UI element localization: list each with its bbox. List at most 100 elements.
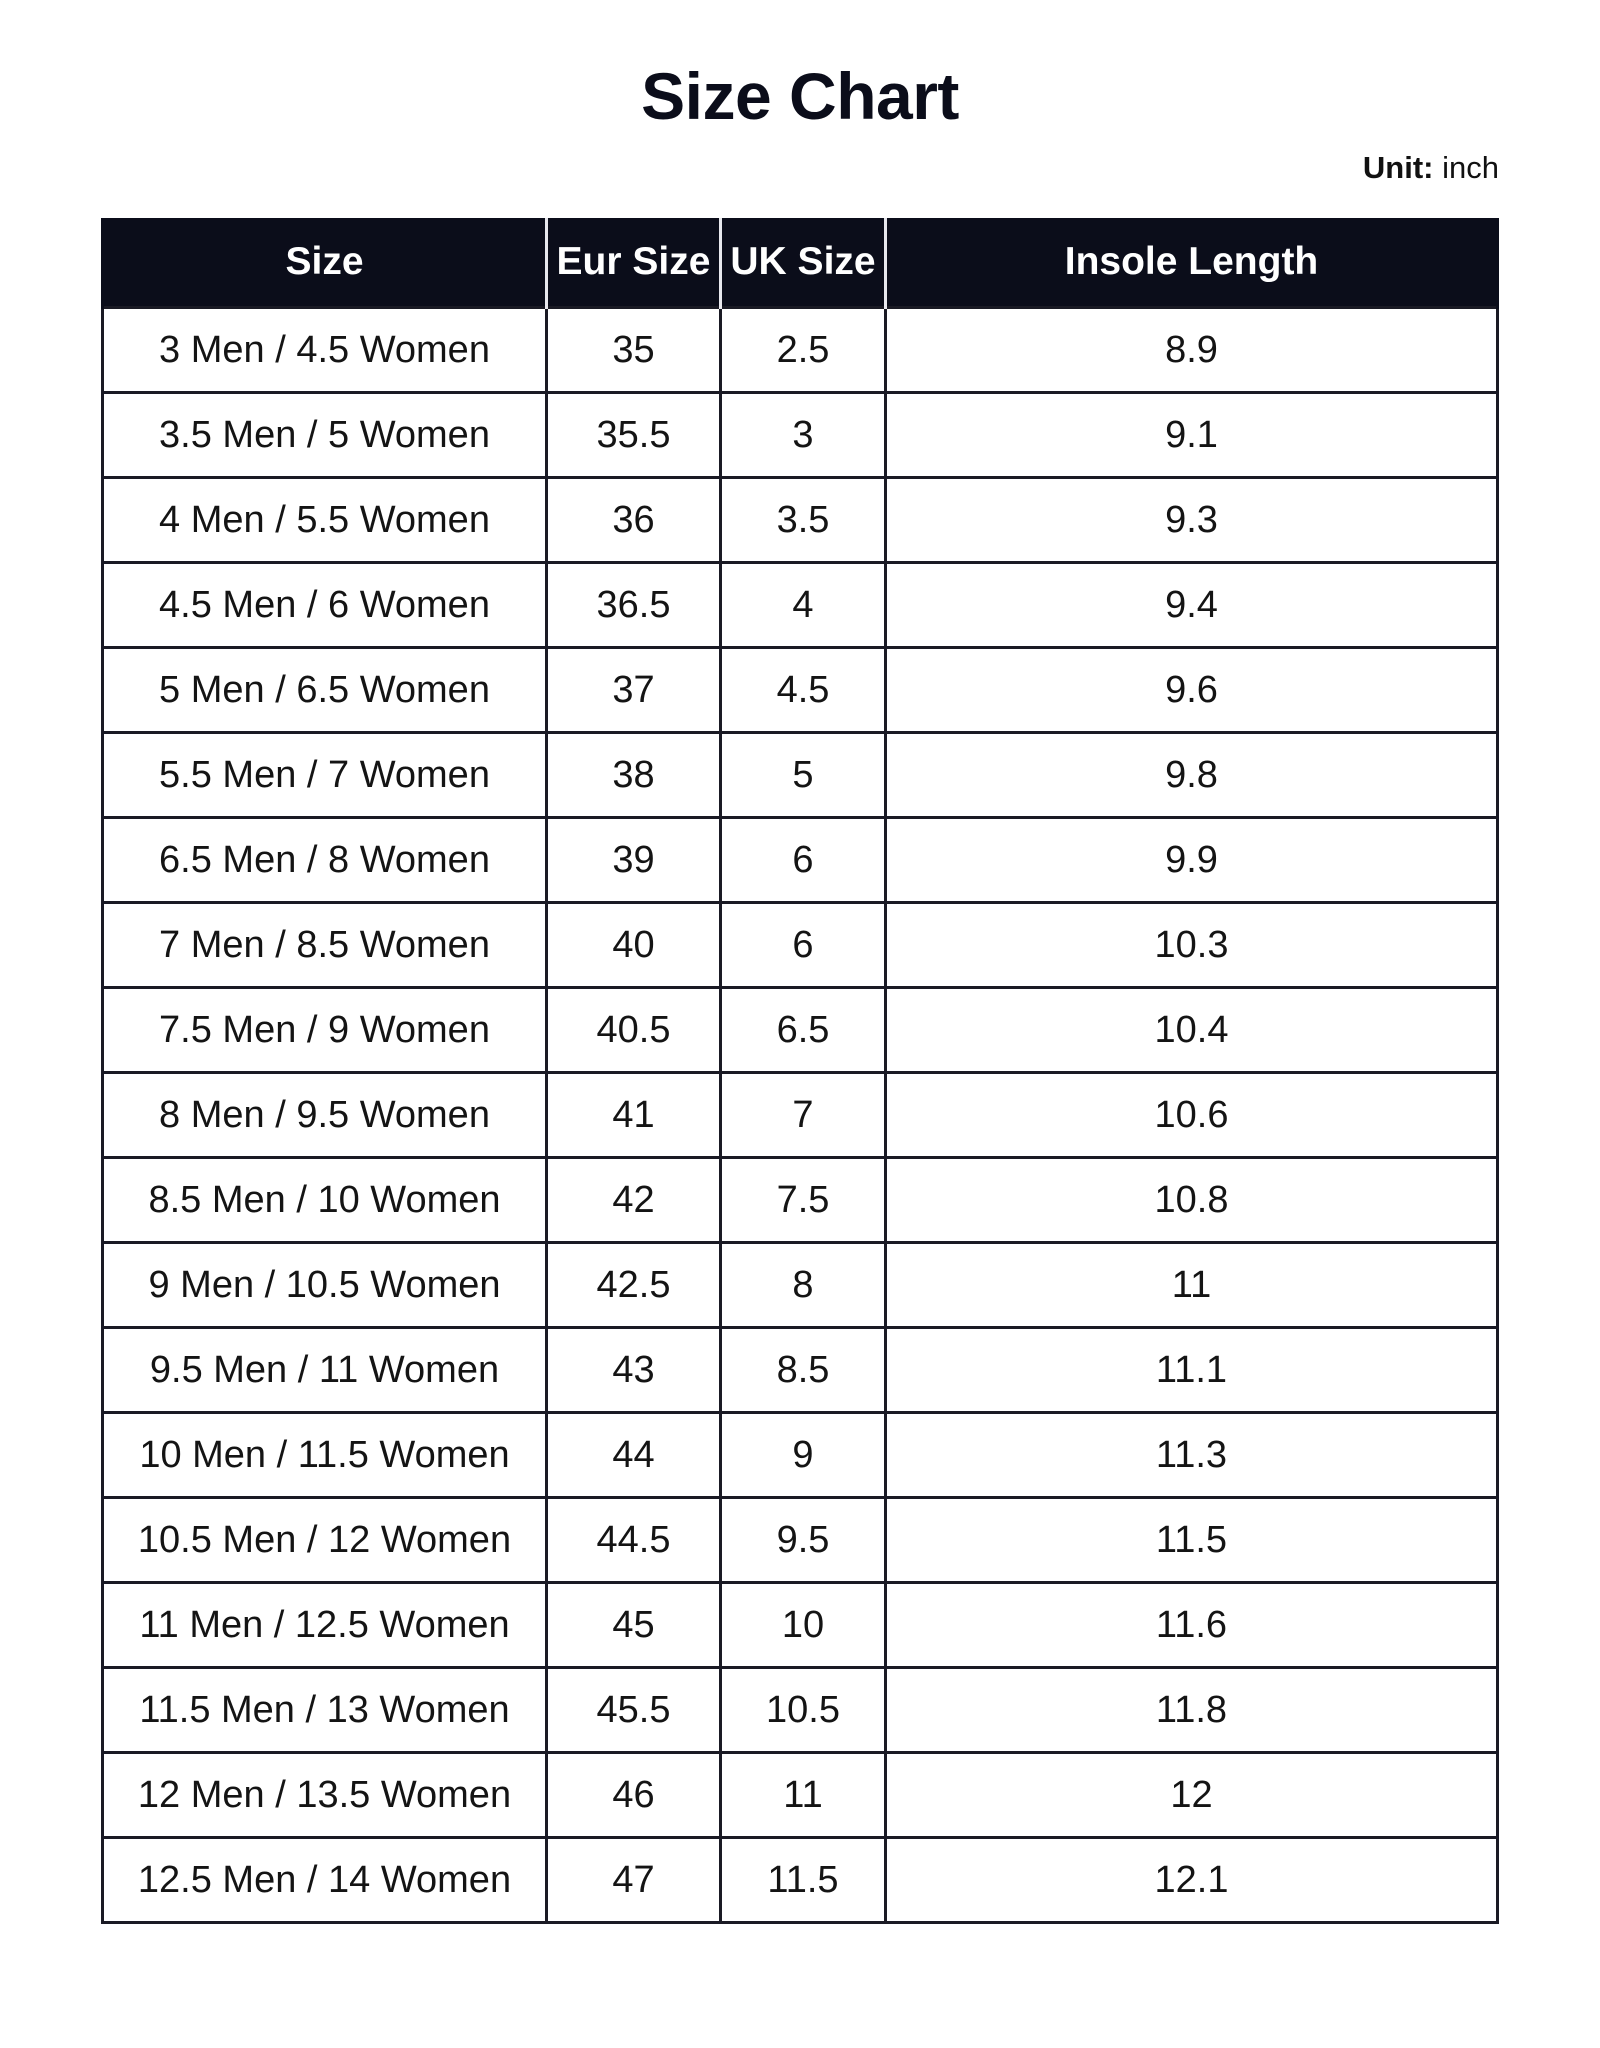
cell-insole-length: 10.3	[884, 901, 1499, 989]
table-row: 10.5 Men / 12 Women 44.5 9.5 11.5	[101, 1496, 1499, 1584]
cell-uk-size: 11	[719, 1751, 887, 1839]
unit-value: inch	[1442, 150, 1499, 185]
cell-uk-size: 9	[719, 1411, 887, 1499]
cell-insole-length: 10.4	[884, 986, 1499, 1074]
table-row: 8.5 Men / 10 Women 42 7.5 10.8	[101, 1156, 1499, 1244]
column-header-size: Size	[101, 218, 547, 308]
page-title: Size Chart	[641, 59, 959, 133]
cell-uk-size: 7.5	[719, 1156, 887, 1244]
table-row: 4 Men / 5.5 Women 36 3.5 9.3	[101, 476, 1499, 564]
cell-size: 11.5 Men / 13 Women	[101, 1666, 548, 1754]
cell-eur-size: 36.5	[545, 561, 722, 649]
cell-size: 3.5 Men / 5 Women	[101, 391, 548, 479]
cell-eur-size: 43	[545, 1326, 722, 1414]
cell-uk-size: 3	[719, 391, 887, 479]
cell-eur-size: 35	[545, 306, 722, 394]
cell-uk-size: 9.5	[719, 1496, 887, 1584]
cell-size: 9 Men / 10.5 Women	[101, 1241, 548, 1329]
cell-size: 10 Men / 11.5 Women	[101, 1411, 548, 1499]
cell-insole-length: 11.6	[884, 1581, 1499, 1669]
table-row: 5.5 Men / 7 Women 38 5 9.8	[101, 731, 1499, 819]
table-row: 11.5 Men / 13 Women 45.5 10.5 11.8	[101, 1666, 1499, 1754]
table-row: 7.5 Men / 9 Women 40.5 6.5 10.4	[101, 986, 1499, 1074]
cell-eur-size: 40	[545, 901, 722, 989]
cell-eur-size: 44.5	[545, 1496, 722, 1584]
cell-insole-length: 9.6	[884, 646, 1499, 734]
cell-insole-length: 11.5	[884, 1496, 1499, 1584]
column-header-insole-length: Insole Length	[884, 218, 1499, 308]
cell-insole-length: 11.1	[884, 1326, 1499, 1414]
cell-insole-length: 10.8	[884, 1156, 1499, 1244]
table-row: 3 Men / 4.5 Women 35 2.5 8.9	[101, 306, 1499, 394]
cell-insole-length: 9.3	[884, 476, 1499, 564]
table-row: 4.5 Men / 6 Women 36.5 4 9.4	[101, 561, 1499, 649]
cell-uk-size: 4	[719, 561, 887, 649]
cell-insole-length: 9.4	[884, 561, 1499, 649]
cell-size: 6.5 Men / 8 Women	[101, 816, 548, 904]
cell-eur-size: 39	[545, 816, 722, 904]
size-chart-table: Size Eur Size UK Size Insole Length 3 Men /…	[101, 218, 1499, 1924]
table-row: 12 Men / 13.5 Women 46 11 12	[101, 1751, 1499, 1839]
cell-size: 4.5 Men / 6 Women	[101, 561, 548, 649]
cell-size: 11 Men / 12.5 Women	[101, 1581, 548, 1669]
cell-insole-length: 9.9	[884, 816, 1499, 904]
cell-uk-size: 6	[719, 816, 887, 904]
cell-insole-length: 12.1	[884, 1836, 1499, 1924]
table-row: 9 Men / 10.5 Women 42.5 8 11	[101, 1241, 1499, 1329]
cell-insole-length: 8.9	[884, 306, 1499, 394]
cell-uk-size: 5	[719, 731, 887, 819]
cell-size: 8.5 Men / 10 Women	[101, 1156, 548, 1244]
cell-uk-size: 10.5	[719, 1666, 887, 1754]
cell-size: 12.5 Men / 14 Women	[101, 1836, 548, 1924]
cell-insole-length: 11.8	[884, 1666, 1499, 1754]
table-header-row: Size Eur Size UK Size Insole Length	[101, 218, 1499, 308]
cell-uk-size: 7	[719, 1071, 887, 1159]
cell-uk-size: 2.5	[719, 306, 887, 394]
unit-note: Unit: inch	[1363, 150, 1499, 186]
table-row: 9.5 Men / 11 Women 43 8.5 11.1	[101, 1326, 1499, 1414]
cell-uk-size: 3.5	[719, 476, 887, 564]
cell-eur-size: 40.5	[545, 986, 722, 1074]
cell-insole-length: 12	[884, 1751, 1499, 1839]
cell-eur-size: 42.5	[545, 1241, 722, 1329]
table-row: 8 Men / 9.5 Women 41 7 10.6	[101, 1071, 1499, 1159]
column-header-eur-size: Eur Size	[545, 218, 721, 308]
table-row: 3.5 Men / 5 Women 35.5 3 9.1	[101, 391, 1499, 479]
cell-eur-size: 38	[545, 731, 722, 819]
cell-insole-length: 10.6	[884, 1071, 1499, 1159]
cell-uk-size: 11.5	[719, 1836, 887, 1924]
cell-uk-size: 6	[719, 901, 887, 989]
cell-insole-length: 9.1	[884, 391, 1499, 479]
table-row: 10 Men / 11.5 Women 44 9 11.3	[101, 1411, 1499, 1499]
table-row: 5 Men / 6.5 Women 37 4.5 9.6	[101, 646, 1499, 734]
cell-insole-length: 11	[884, 1241, 1499, 1329]
cell-eur-size: 44	[545, 1411, 722, 1499]
cell-uk-size: 4.5	[719, 646, 887, 734]
table-row: 11 Men / 12.5 Women 45 10 11.6	[101, 1581, 1499, 1669]
cell-size: 9.5 Men / 11 Women	[101, 1326, 548, 1414]
cell-uk-size: 10	[719, 1581, 887, 1669]
cell-eur-size: 45	[545, 1581, 722, 1669]
column-header-uk-size: UK Size	[719, 218, 886, 308]
table-row: 6.5 Men / 8 Women 39 6 9.9	[101, 816, 1499, 904]
cell-eur-size: 36	[545, 476, 722, 564]
cell-insole-length: 11.3	[884, 1411, 1499, 1499]
cell-eur-size: 41	[545, 1071, 722, 1159]
cell-size: 7 Men / 8.5 Women	[101, 901, 548, 989]
unit-label: Unit:	[1362, 150, 1434, 185]
cell-eur-size: 45.5	[545, 1666, 722, 1754]
cell-size: 8 Men / 9.5 Women	[101, 1071, 548, 1159]
cell-eur-size: 35.5	[545, 391, 722, 479]
cell-insole-length: 9.8	[884, 731, 1499, 819]
cell-eur-size: 42	[545, 1156, 722, 1244]
cell-size: 3 Men / 4.5 Women	[101, 306, 548, 394]
cell-uk-size: 8	[719, 1241, 887, 1329]
table-row: 7 Men / 8.5 Women 40 6 10.3	[101, 901, 1499, 989]
cell-uk-size: 6.5	[719, 986, 887, 1074]
cell-size: 10.5 Men / 12 Women	[101, 1496, 548, 1584]
cell-size: 5 Men / 6.5 Women	[101, 646, 548, 734]
cell-size: 7.5 Men / 9 Women	[101, 986, 548, 1074]
table-row: 12.5 Men / 14 Women 47 11.5 12.1	[101, 1836, 1499, 1924]
cell-eur-size: 47	[545, 1836, 722, 1924]
cell-uk-size: 8.5	[719, 1326, 887, 1414]
